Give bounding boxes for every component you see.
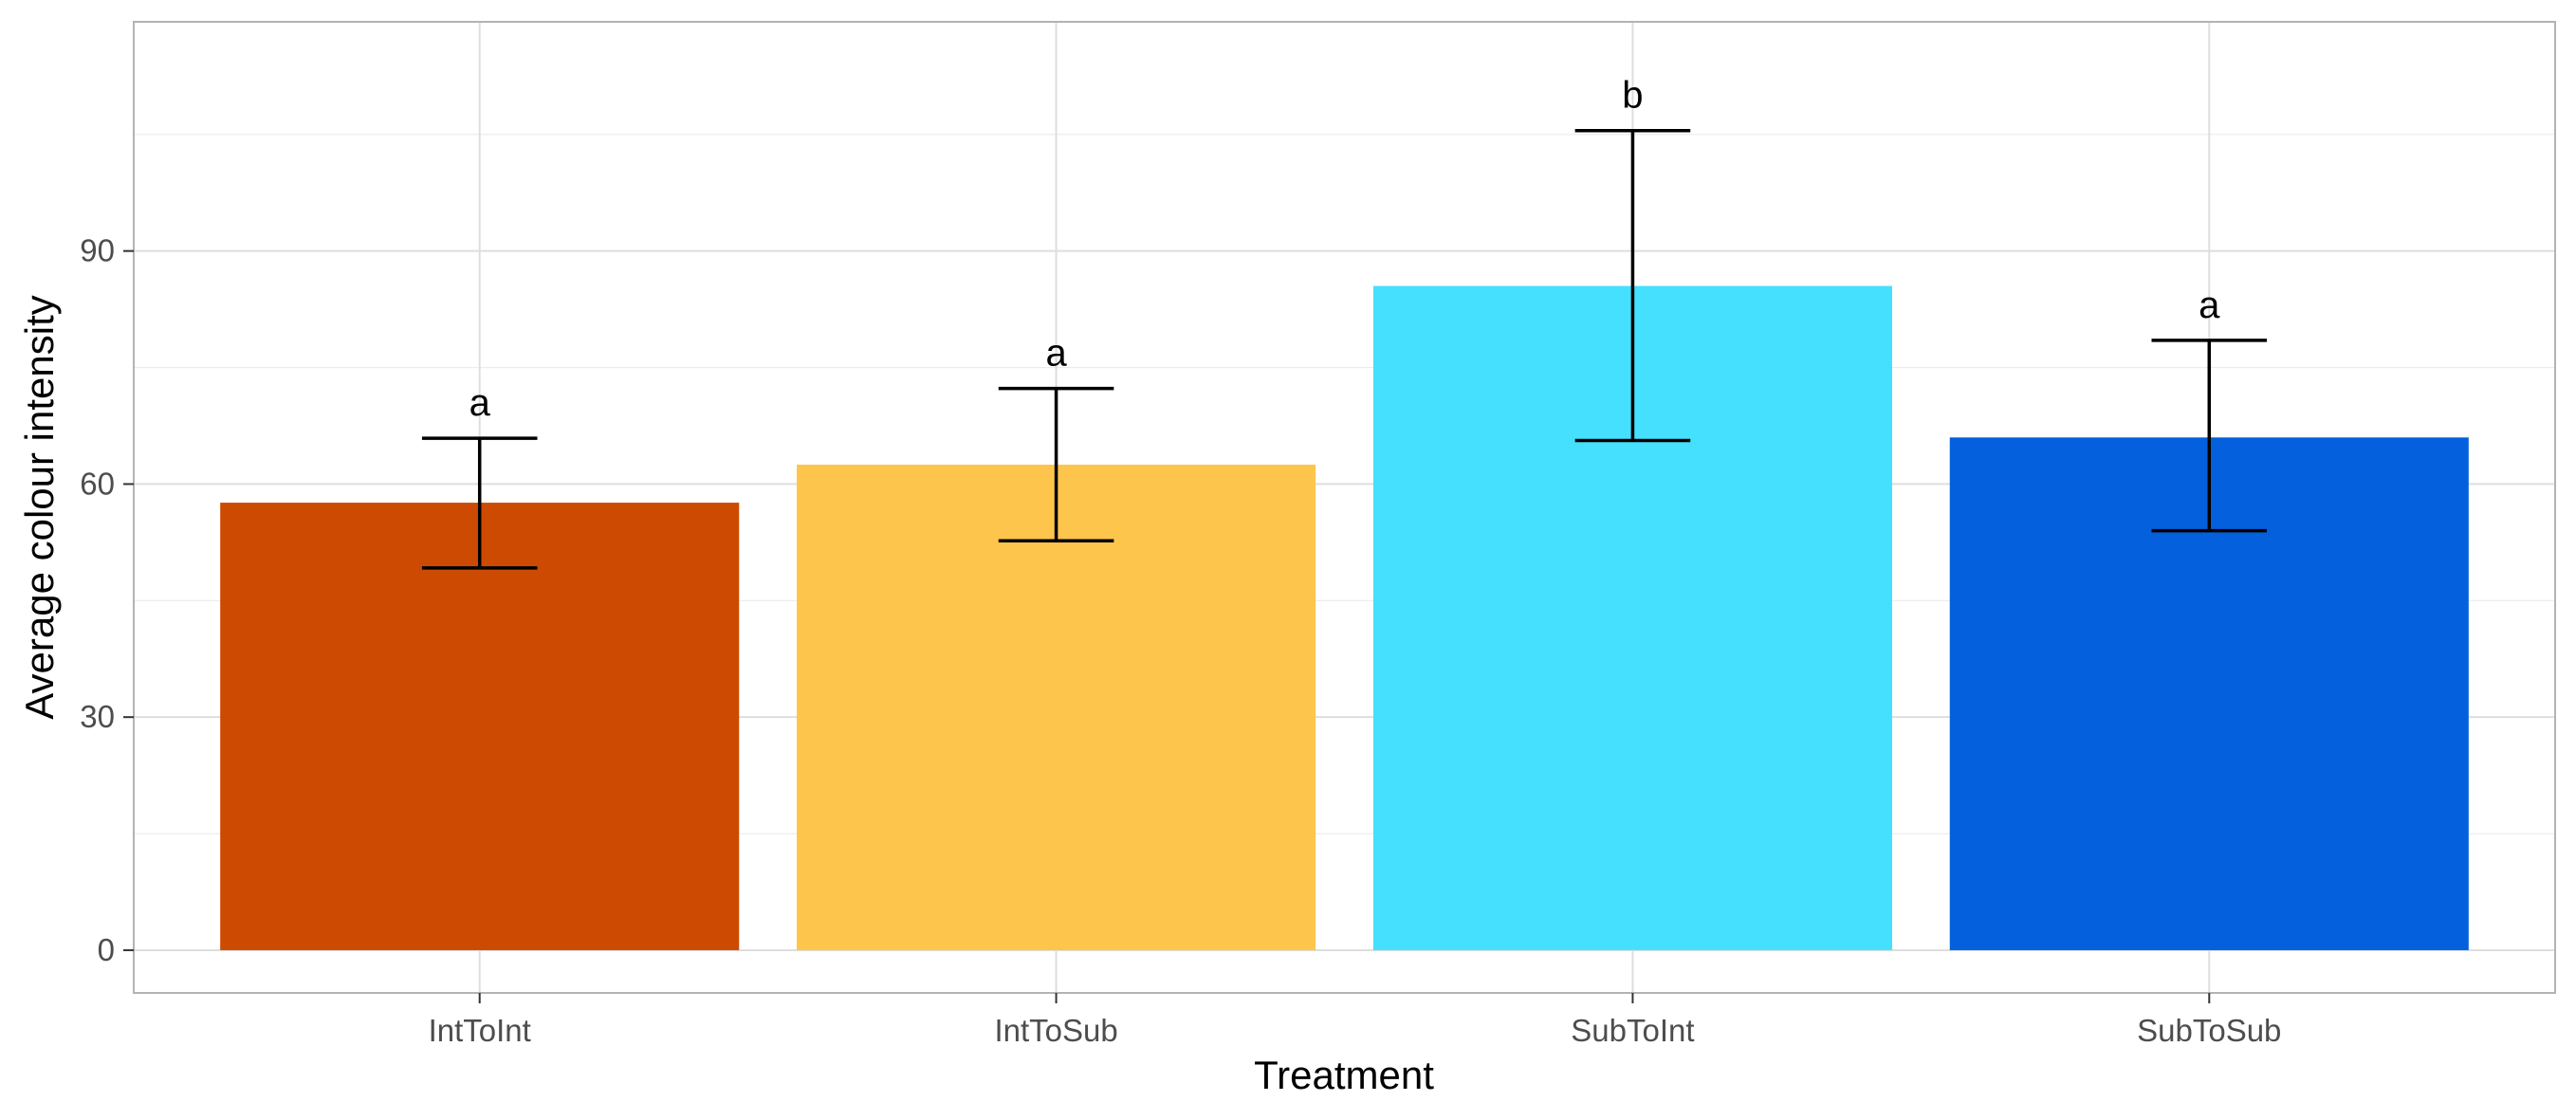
bar <box>220 503 740 950</box>
y-tick-label: 30 <box>80 699 115 734</box>
x-tick-label: SubToSub <box>2137 1013 2281 1048</box>
error-bars <box>421 128 2268 570</box>
significance-label: a <box>469 382 491 424</box>
y-axis-title: Average colour intensity <box>17 295 62 719</box>
x-axis-title: Treatment <box>1254 1053 1434 1097</box>
significance-labels: a a b a <box>469 75 2221 424</box>
plot-panel-border <box>133 21 2556 994</box>
y-axis: 0 30 60 90 <box>80 233 134 967</box>
x-axis: IntToInt IntToSub SubToInt SubToSub <box>429 993 2281 1048</box>
bars <box>220 285 2469 950</box>
significance-label: b <box>1622 75 1643 117</box>
x-tick-label: SubToInt <box>1571 1013 1694 1048</box>
x-tick-label: IntToInt <box>429 1013 531 1048</box>
y-tick-label: 90 <box>80 233 115 268</box>
significance-label: a <box>1045 333 1067 375</box>
significance-label: a <box>2199 285 2220 326</box>
bar <box>797 464 1316 950</box>
x-tick-label: IntToSub <box>994 1013 1117 1048</box>
y-tick-label: 60 <box>80 466 115 501</box>
y-tick-label: 0 <box>98 932 115 967</box>
